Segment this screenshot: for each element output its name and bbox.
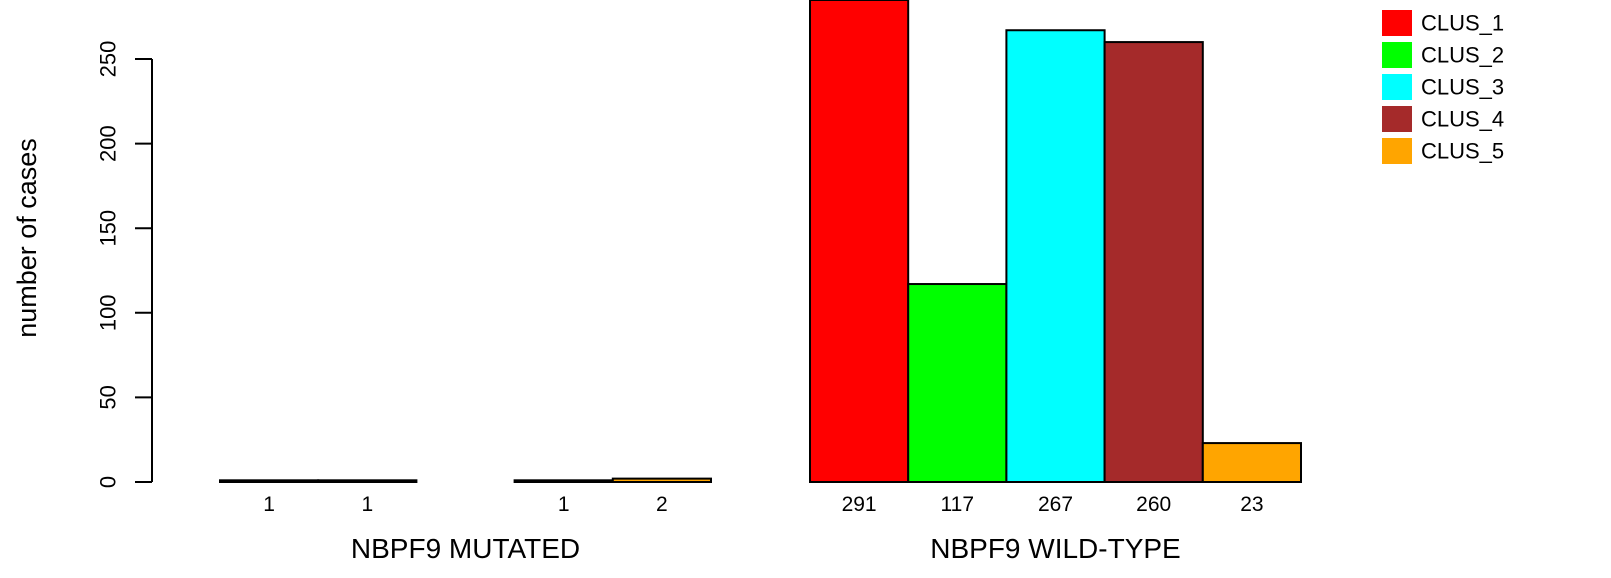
y-tick-label: 0 <box>96 476 121 488</box>
bar-count-label: 2 <box>656 493 668 516</box>
y-axis: 0 50 100 150 200 250 <box>96 41 153 488</box>
legend-label: CLUS_4 <box>1421 107 1504 132</box>
legend-label: CLUS_5 <box>1421 139 1504 164</box>
bar-count-label: 117 <box>941 493 974 516</box>
y-tick-label: 50 <box>96 385 121 409</box>
bar-count-label: 23 <box>1240 493 1263 516</box>
bar-clus-1-mutated <box>219 479 320 484</box>
group-labels: NBPF9 MUTATED NBPF9 WILD-TYPE <box>351 533 1181 564</box>
bar-clus-2-mutated <box>317 479 418 484</box>
legend-label: CLUS_2 <box>1421 43 1504 68</box>
bar-clus-3-wild-type <box>1005 29 1106 484</box>
bar-count-label: 291 <box>842 493 877 516</box>
group-label: NBPF9 WILD-TYPE <box>930 533 1180 564</box>
bar-clus-5-wild-type <box>1201 442 1303 484</box>
legend: CLUS_1 CLUS_2 CLUS_3 CLUS_4 CLUS_5 <box>1382 10 1504 164</box>
legend-label: CLUS_1 <box>1421 11 1504 36</box>
bar-count-label: 267 <box>1038 493 1073 516</box>
bar-count-labels: 1 1 1 2 291 117 267 260 23 <box>263 493 1263 516</box>
legend-swatch <box>1382 106 1412 132</box>
legend-swatch <box>1382 74 1412 100</box>
y-tick-label: 200 <box>96 125 121 162</box>
legend-swatch <box>1382 138 1412 164</box>
bar-count-label: 1 <box>361 493 373 516</box>
bar-count-label: 1 <box>263 493 275 516</box>
legend-swatch <box>1382 42 1412 68</box>
bar-count-label: 1 <box>558 493 570 516</box>
bar-clus-2-wild-type <box>907 283 1008 484</box>
bars <box>219 0 1303 484</box>
bar-clus-1-wild-type <box>809 0 910 483</box>
bar-clus-5-mutated <box>611 477 712 483</box>
legend-swatch <box>1382 10 1412 36</box>
bar-count-label: 260 <box>1136 493 1171 516</box>
legend-label: CLUS_3 <box>1421 75 1504 100</box>
y-axis-title: number of cases <box>12 138 42 338</box>
bar-clus-4-wild-type <box>1103 41 1204 484</box>
y-tick-label: 250 <box>96 41 121 78</box>
bar-clus-4-mutated <box>513 479 614 484</box>
y-tick-label: 150 <box>96 210 121 247</box>
y-tick-label: 100 <box>96 294 121 331</box>
group-label: NBPF9 MUTATED <box>351 533 580 564</box>
